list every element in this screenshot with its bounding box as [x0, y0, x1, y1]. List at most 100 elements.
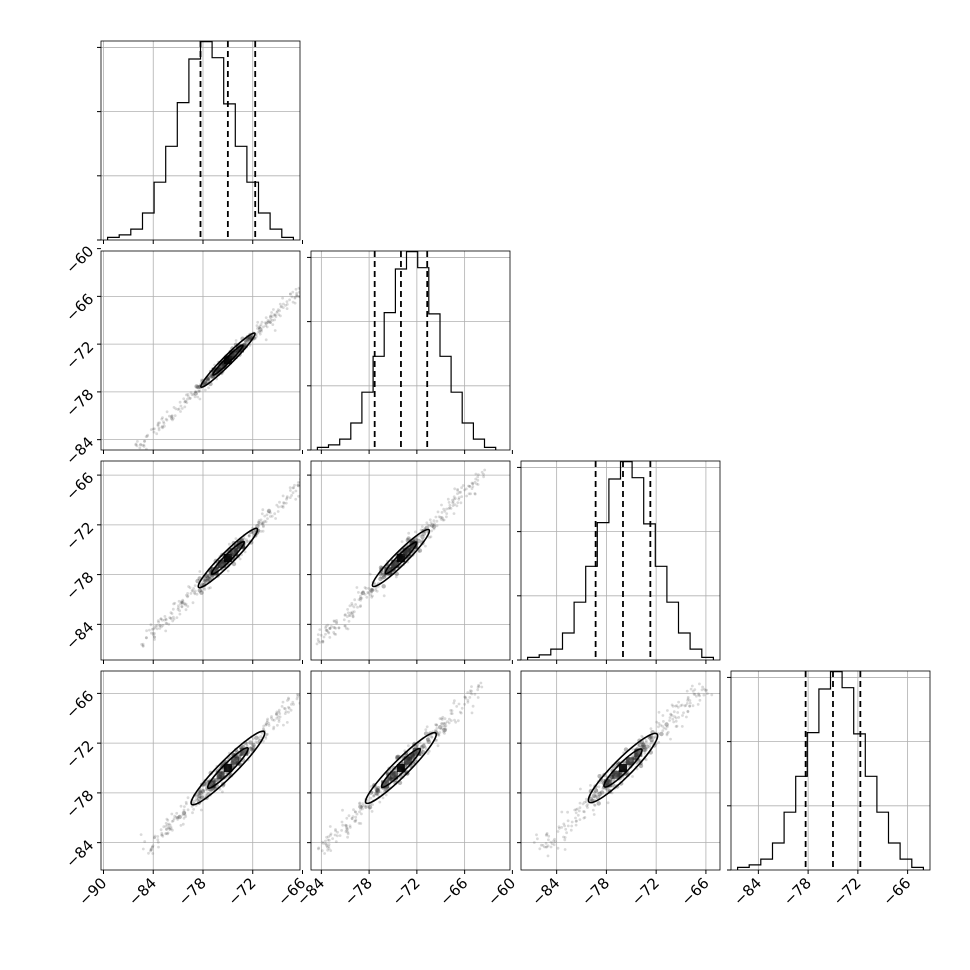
sample-point — [545, 845, 549, 849]
sample-point — [640, 734, 644, 738]
sample-point — [160, 417, 164, 421]
sample-point — [564, 827, 568, 831]
sample-point — [281, 494, 285, 498]
sample-point — [175, 811, 179, 815]
sample-point — [157, 426, 161, 430]
histogram-outline — [316, 251, 497, 450]
sample-point — [443, 509, 447, 513]
sample-point — [265, 723, 268, 726]
panel-frame — [100, 250, 301, 451]
sample-point — [677, 716, 681, 719]
sample-point — [186, 397, 189, 401]
sample-point — [450, 712, 454, 715]
sample-point — [337, 626, 341, 630]
sample-point — [420, 745, 425, 750]
sample-point — [268, 320, 272, 324]
density-cell — [619, 764, 627, 772]
sample-point — [374, 588, 377, 592]
sample-point — [593, 791, 597, 794]
sample-point — [701, 685, 704, 689]
sample-point — [440, 511, 444, 514]
sample-point — [649, 737, 654, 743]
sample-point — [287, 696, 290, 700]
sample-point — [261, 522, 265, 525]
sample-point — [578, 818, 582, 821]
sample-point — [273, 329, 277, 332]
sample-point — [297, 484, 300, 488]
sample-point — [674, 719, 678, 723]
sample-point — [172, 417, 175, 420]
sample-point — [378, 790, 382, 794]
sample-point — [441, 715, 445, 719]
sample-point — [692, 692, 696, 696]
sample-point — [287, 705, 290, 709]
sample-point — [284, 710, 288, 713]
sample-point — [435, 727, 439, 730]
sample-point — [185, 401, 189, 404]
sample-point — [156, 838, 160, 842]
sample-point — [585, 804, 589, 808]
sample-point — [327, 838, 331, 842]
sample-point — [444, 721, 447, 725]
sample-point — [316, 637, 320, 641]
sample-point — [262, 325, 265, 329]
density-cell — [216, 771, 225, 780]
sample-point — [448, 503, 452, 507]
sample-point — [200, 584, 203, 587]
sample-point — [426, 752, 430, 755]
sample-point — [454, 720, 458, 724]
sample-point — [177, 599, 181, 603]
density-cell — [207, 780, 216, 789]
sample-point — [155, 432, 159, 436]
sample-point — [214, 769, 218, 773]
sample-point — [194, 390, 198, 394]
sample-point — [436, 744, 440, 748]
sample-point — [141, 642, 145, 646]
sample-point — [403, 749, 407, 753]
sample-point — [371, 803, 374, 806]
sample-point — [161, 424, 164, 428]
sample-point — [370, 810, 374, 813]
sample-point — [188, 586, 192, 590]
sample-point — [164, 621, 168, 625]
sample-point — [428, 524, 431, 528]
sample-point — [163, 618, 166, 622]
sample-point — [158, 627, 162, 630]
sample-point — [324, 632, 327, 636]
sample-point — [384, 793, 388, 797]
sample-point — [285, 307, 289, 310]
sample-point — [473, 480, 477, 484]
sample-point — [192, 393, 196, 396]
sample-point — [162, 422, 166, 425]
sample-point — [270, 715, 273, 718]
sample-point — [153, 638, 156, 641]
sample-point — [280, 705, 284, 708]
sample-point — [597, 791, 602, 797]
sample-point — [593, 791, 596, 794]
sample-point — [546, 844, 550, 848]
sample-point — [269, 318, 273, 321]
sample-point — [276, 510, 280, 513]
sample-point — [294, 497, 298, 501]
sample-point — [203, 579, 207, 583]
sample-point — [457, 702, 461, 706]
sample-point — [153, 635, 157, 639]
sample-point — [285, 496, 289, 500]
sample-point — [180, 407, 184, 410]
sample-point — [152, 627, 156, 631]
sample-point — [160, 831, 164, 835]
sample-point — [439, 515, 442, 519]
sample-point — [447, 721, 451, 725]
sample-point — [354, 819, 357, 823]
contour-outer — [587, 732, 659, 804]
sample-point — [671, 717, 675, 721]
sample-point — [593, 788, 599, 793]
sample-point — [595, 788, 599, 792]
sample-point — [164, 824, 168, 828]
sample-point — [262, 724, 266, 728]
sample-point — [332, 619, 336, 623]
sample-point — [173, 414, 177, 417]
sample-point — [680, 725, 684, 728]
sample-point — [688, 701, 692, 705]
sample-point — [334, 828, 337, 831]
